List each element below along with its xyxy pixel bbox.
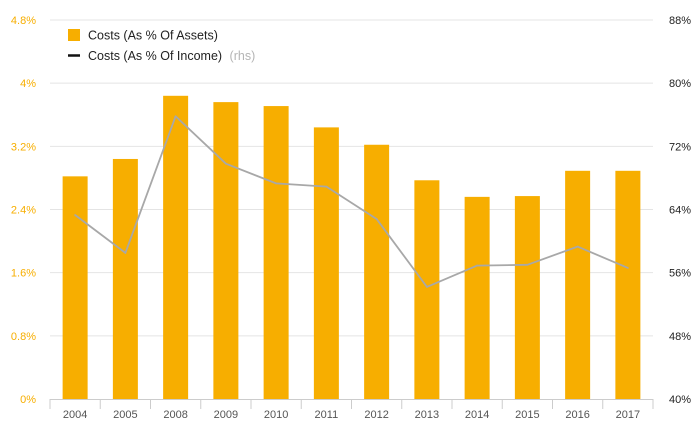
x-axis-tick-label: 2015 — [515, 409, 539, 421]
bar — [62, 176, 88, 399]
x-axis-tick-label: 2013 — [415, 409, 439, 421]
x-axis-tick-label: 2011 — [315, 409, 339, 421]
left-axis-tick-label: 0.8% — [11, 331, 36, 343]
line-point — [476, 264, 479, 267]
left-axis-ticks: 0% 0.8% 1.6% 2.4% 3.2% 4% 4.8% — [11, 15, 36, 406]
right-axis-tick-label: 64% — [669, 205, 691, 217]
legend-bar-label: Costs (As % Of Assets) — [88, 29, 218, 43]
legend-line-label-text: Costs (As % Of Income) — [88, 49, 222, 63]
line-path — [74, 115, 629, 288]
bar-series — [62, 95, 641, 400]
bar — [112, 158, 138, 399]
right-axis-tick-label: 40% — [669, 394, 691, 406]
line-point — [425, 285, 428, 288]
bar — [514, 196, 540, 399]
left-axis-tick-label: 0% — [20, 394, 36, 406]
line-point — [124, 252, 127, 254]
bar — [464, 196, 490, 399]
right-axis-tick-label: 56% — [669, 268, 691, 280]
x-axis-tick-label: 2012 — [364, 409, 388, 421]
line-point — [325, 185, 328, 188]
right-axis-tick-label: 48% — [669, 331, 691, 343]
left-axis-tick-label: 4.8% — [11, 15, 36, 27]
right-axis-ticks: 40% 48% 56% 64% 72% 80% 88% — [669, 15, 691, 406]
line-point — [626, 267, 629, 269]
line-point — [174, 115, 177, 118]
left-axis-tick-label: 1.6% — [11, 268, 36, 280]
left-axis-tick-label: 2.4% — [11, 205, 36, 217]
x-axis-tick-label: 2009 — [214, 409, 238, 421]
legend: Costs (As % Of Assets) Costs (As % Of In… — [68, 29, 255, 63]
line-point — [576, 245, 579, 248]
bar — [364, 144, 390, 399]
bar — [414, 180, 440, 399]
x-axis-tick-label: 2010 — [264, 409, 288, 421]
x-axis-tick-label: 2004 — [63, 409, 87, 421]
right-axis-tick-label: 88% — [669, 15, 691, 27]
right-axis-tick-label: 72% — [669, 141, 691, 153]
x-axis-tick-label: 2017 — [616, 409, 640, 421]
line-point — [275, 182, 278, 185]
line-point — [224, 162, 227, 165]
x-axis-tick-label: 2014 — [465, 409, 489, 421]
line-point — [74, 214, 77, 216]
bar — [213, 102, 239, 399]
line-point — [375, 218, 378, 220]
legend-line-label: Costs (As % Of Income) (rhs) — [88, 49, 255, 63]
axes — [49, 399, 654, 409]
left-axis-tick-label: 3.2% — [11, 141, 36, 153]
line-point — [526, 263, 529, 266]
bar — [565, 170, 591, 399]
legend-line-label-suffix: (rhs) — [230, 49, 256, 63]
x-axis-ticks: 2004 2005 2008 2009 2010 2011 2012 2013 2014 2015… — [63, 409, 640, 421]
bar — [163, 95, 189, 400]
gridlines — [50, 19, 653, 337]
legend-bar-swatch — [68, 29, 80, 41]
bar — [615, 170, 641, 399]
x-axis-tick-label: 2008 — [163, 409, 187, 421]
bar — [263, 106, 289, 400]
x-axis-tick-label: 2005 — [113, 409, 137, 421]
right-axis-tick-label: 80% — [669, 78, 691, 90]
line-series — [74, 115, 629, 288]
left-axis-tick-label: 4% — [20, 78, 36, 90]
bar — [313, 127, 339, 399]
x-axis-tick-label: 2016 — [565, 409, 589, 421]
